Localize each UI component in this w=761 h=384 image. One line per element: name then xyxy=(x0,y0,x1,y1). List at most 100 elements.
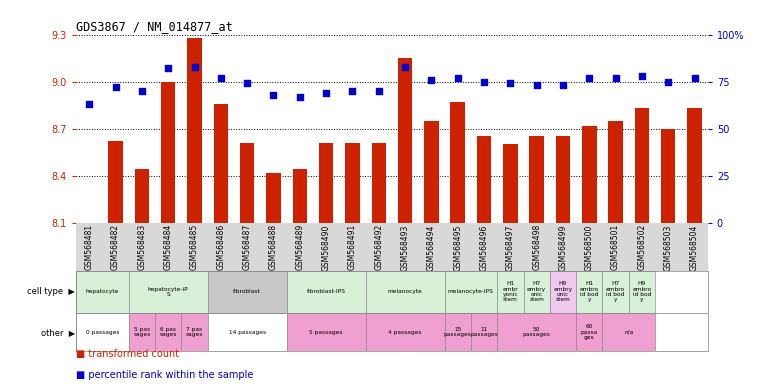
Bar xyxy=(576,313,603,351)
Point xyxy=(162,65,174,71)
Bar xyxy=(424,121,438,223)
Bar xyxy=(576,271,603,313)
Bar xyxy=(287,313,365,351)
Text: 4 passages: 4 passages xyxy=(388,329,422,335)
Bar xyxy=(76,313,129,351)
Text: GSM568500: GSM568500 xyxy=(584,224,594,271)
Text: GSM568493: GSM568493 xyxy=(400,224,409,271)
Text: hepatocyte: hepatocyte xyxy=(86,289,119,295)
Text: H1
embro
id bod
y: H1 embro id bod y xyxy=(580,281,599,303)
Text: 5 pas
sages: 5 pas sages xyxy=(133,327,151,338)
Point xyxy=(83,101,95,107)
Text: GSM568487: GSM568487 xyxy=(243,224,252,270)
Bar xyxy=(135,169,149,223)
Bar xyxy=(524,271,549,313)
Text: GSM568494: GSM568494 xyxy=(427,224,436,271)
Bar xyxy=(556,136,570,223)
Bar xyxy=(129,313,155,351)
Point xyxy=(530,82,543,88)
Bar xyxy=(603,271,629,313)
Bar xyxy=(549,271,576,313)
Point xyxy=(110,84,122,90)
Point xyxy=(241,80,253,86)
Point xyxy=(189,63,201,70)
Bar xyxy=(635,108,649,223)
Bar xyxy=(266,172,281,223)
Bar xyxy=(319,143,333,223)
Point xyxy=(294,94,306,100)
Text: 6 pas
sages: 6 pas sages xyxy=(160,327,177,338)
Point xyxy=(451,75,463,81)
Bar xyxy=(129,271,208,313)
Bar xyxy=(214,104,228,223)
Bar xyxy=(530,136,544,223)
Text: GSM568492: GSM568492 xyxy=(374,224,384,270)
Text: other  ▶: other ▶ xyxy=(41,328,75,337)
Bar xyxy=(365,313,444,351)
Point xyxy=(610,75,622,81)
Text: fibroblast: fibroblast xyxy=(234,289,261,295)
Point xyxy=(636,73,648,79)
Bar xyxy=(444,313,471,351)
Bar xyxy=(398,58,412,223)
Text: GSM568496: GSM568496 xyxy=(479,224,489,271)
Bar xyxy=(371,143,386,223)
Text: GSM568485: GSM568485 xyxy=(190,224,199,270)
Bar xyxy=(603,313,655,351)
Bar xyxy=(208,313,287,351)
Point xyxy=(689,75,701,81)
Text: GSM568481: GSM568481 xyxy=(84,224,94,270)
Text: GSM568502: GSM568502 xyxy=(638,224,646,270)
Text: H9
embry
onic
stem: H9 embry onic stem xyxy=(553,281,572,303)
Text: GSM568495: GSM568495 xyxy=(454,224,462,271)
Point xyxy=(346,88,358,94)
Bar xyxy=(477,136,492,223)
Text: GSM568482: GSM568482 xyxy=(111,224,120,270)
Text: 0 passages: 0 passages xyxy=(86,329,119,335)
Bar xyxy=(208,271,287,313)
Text: GSM568486: GSM568486 xyxy=(216,224,225,270)
Text: H7
embro
id bod
y: H7 embro id bod y xyxy=(606,281,626,303)
Bar xyxy=(365,271,444,313)
Bar xyxy=(161,82,176,223)
Text: 11
passages: 11 passages xyxy=(470,327,498,338)
Text: 5 passages: 5 passages xyxy=(310,329,343,335)
Bar xyxy=(661,129,676,223)
Text: 60
passa
ges: 60 passa ges xyxy=(581,324,598,340)
Bar xyxy=(471,313,497,351)
Text: H7
embry
onic
stem: H7 embry onic stem xyxy=(527,281,546,303)
Text: melanocyte: melanocyte xyxy=(387,289,422,295)
Bar xyxy=(497,271,524,313)
Text: cell type  ▶: cell type ▶ xyxy=(27,287,75,296)
Text: H1
embr
yonic
stem: H1 embr yonic stem xyxy=(502,281,518,303)
Text: melanocyte-IPS: melanocyte-IPS xyxy=(448,289,494,295)
Text: fibroblast-IPS: fibroblast-IPS xyxy=(307,289,345,295)
Bar xyxy=(240,143,254,223)
Bar xyxy=(155,313,181,351)
Point xyxy=(557,82,569,88)
Point xyxy=(373,88,385,94)
Text: GSM568483: GSM568483 xyxy=(138,224,146,270)
Text: GSM568499: GSM568499 xyxy=(559,224,568,271)
Bar xyxy=(582,126,597,223)
Text: GSM568489: GSM568489 xyxy=(295,224,304,270)
Text: H9
embro
id bod
y: H9 embro id bod y xyxy=(632,281,651,303)
Text: GSM568490: GSM568490 xyxy=(322,224,330,271)
Text: ■ transformed count: ■ transformed count xyxy=(76,349,180,359)
Point xyxy=(267,92,279,98)
Text: GSM568497: GSM568497 xyxy=(506,224,515,271)
Bar xyxy=(503,144,517,223)
Bar xyxy=(451,102,465,223)
Bar xyxy=(629,271,655,313)
Bar xyxy=(345,143,360,223)
Text: 15
passages: 15 passages xyxy=(444,327,472,338)
Bar xyxy=(76,271,129,313)
Bar xyxy=(287,271,365,313)
Text: GSM568488: GSM568488 xyxy=(269,224,278,270)
Text: GSM568491: GSM568491 xyxy=(348,224,357,270)
Text: ■ percentile rank within the sample: ■ percentile rank within the sample xyxy=(76,370,253,380)
Point xyxy=(583,75,595,81)
Text: GSM568498: GSM568498 xyxy=(532,224,541,270)
Text: hepatocyte-iP
S: hepatocyte-iP S xyxy=(148,286,189,297)
Bar xyxy=(187,38,202,223)
